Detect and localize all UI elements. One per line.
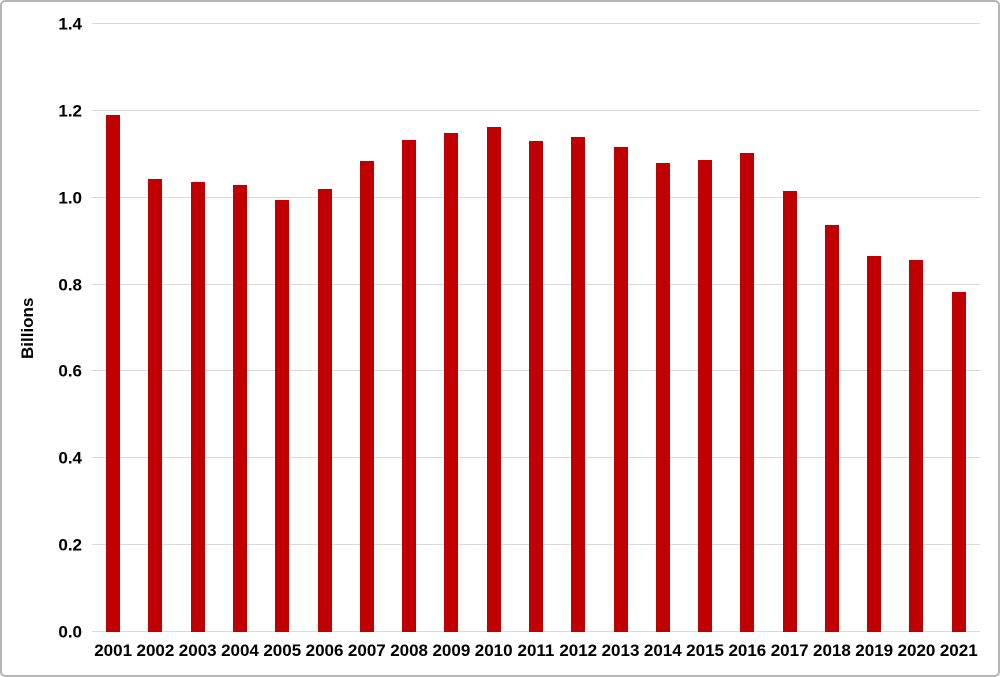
bar-slot xyxy=(430,24,472,632)
bar-slot xyxy=(261,24,303,632)
bar xyxy=(528,140,543,632)
x-axis-tick-label: 2005 xyxy=(263,641,302,660)
bar-slot xyxy=(177,24,219,632)
plot-area xyxy=(92,23,980,632)
x-axis-tick-label: 2004 xyxy=(221,641,259,660)
y-axis-tick-label: 0.0 xyxy=(58,622,82,642)
bar-slot xyxy=(219,24,261,632)
bar xyxy=(486,127,501,632)
gridline xyxy=(92,23,980,24)
bar xyxy=(106,115,121,632)
y-axis-ticks: 0.0 0.2 0.4 0.6 0.8 1.0 1.2 1.4 xyxy=(2,16,82,641)
x-axis-tick-label: 2009 xyxy=(432,641,471,660)
y-axis-tick-label: 1.0 xyxy=(58,188,82,208)
bar xyxy=(275,199,290,632)
y-axis-tick-label: 0.8 xyxy=(58,275,82,295)
x-axis-tick-label: 2017 xyxy=(770,641,809,660)
x-axis-tick-label: 2014 xyxy=(643,641,682,660)
y-axis-tick-label: 0.6 xyxy=(58,361,82,381)
bar-slot xyxy=(388,24,430,632)
x-axis-tick-label: 2018 xyxy=(813,641,851,660)
bar-slot xyxy=(346,24,388,632)
bar xyxy=(148,179,163,632)
bars xyxy=(92,24,980,632)
bar-slot xyxy=(895,24,937,632)
x-axis-tick-label: 2003 xyxy=(178,641,217,660)
bar xyxy=(232,184,247,632)
bar-slot xyxy=(599,24,641,632)
x-axis-tick-label: 2006 xyxy=(305,641,344,660)
bar-slot xyxy=(515,24,557,632)
gridline xyxy=(92,109,980,111)
x-axis-tick-label: 2020 xyxy=(897,641,936,660)
bar-slot xyxy=(811,24,853,632)
bar xyxy=(867,256,882,632)
bar xyxy=(402,140,417,632)
bar xyxy=(698,159,713,632)
y-axis-tick-label: 0.2 xyxy=(58,535,82,555)
bar xyxy=(444,132,459,632)
bar-slot xyxy=(642,24,684,632)
x-axis-tick-label: 2021 xyxy=(939,641,978,660)
bar xyxy=(951,292,966,632)
x-axis-tick-label: 2011 xyxy=(517,641,555,660)
bar-slot xyxy=(134,24,176,632)
x-axis-tick-label: 2015 xyxy=(686,641,724,660)
x-axis-tick-label: 2016 xyxy=(728,641,767,660)
x-axis-tick-label: 2008 xyxy=(390,641,429,660)
x-axis-tick-label: 2010 xyxy=(474,641,513,660)
x-axis-tick-label: 2002 xyxy=(136,641,175,660)
x-axis-tick-label: 2019 xyxy=(855,641,894,660)
bar xyxy=(782,191,797,632)
y-axis-tick-label: 1.4 xyxy=(58,14,82,34)
x-axis-tick-label: 2001 xyxy=(94,641,133,660)
bar xyxy=(613,146,628,632)
bar xyxy=(359,161,374,632)
bar-slot xyxy=(684,24,726,632)
x-axis-tick-label: 2012 xyxy=(559,641,598,660)
bar-slot xyxy=(769,24,811,632)
bar-slot xyxy=(938,24,980,632)
bar xyxy=(740,153,755,632)
bar xyxy=(824,225,839,632)
bar-slot xyxy=(473,24,515,632)
bar xyxy=(909,260,924,632)
y-axis-tick-label: 1.2 xyxy=(58,101,82,121)
bar-slot xyxy=(557,24,599,632)
bar-slot xyxy=(853,24,895,632)
x-axis-tick-label: 2013 xyxy=(601,641,640,660)
bar-slot xyxy=(726,24,768,632)
y-axis-tick-label: 0.4 xyxy=(58,448,82,468)
bar xyxy=(655,163,670,632)
bar-slot xyxy=(303,24,345,632)
x-axis-labels: 2001 2002 2003 2004 2005 2006 2007 2008 2009 2010… xyxy=(92,642,980,659)
x-axis-tick-label: 2007 xyxy=(347,641,386,660)
bar xyxy=(317,188,332,632)
bar-slot xyxy=(92,24,134,632)
bar xyxy=(571,137,586,632)
bar xyxy=(190,182,205,632)
